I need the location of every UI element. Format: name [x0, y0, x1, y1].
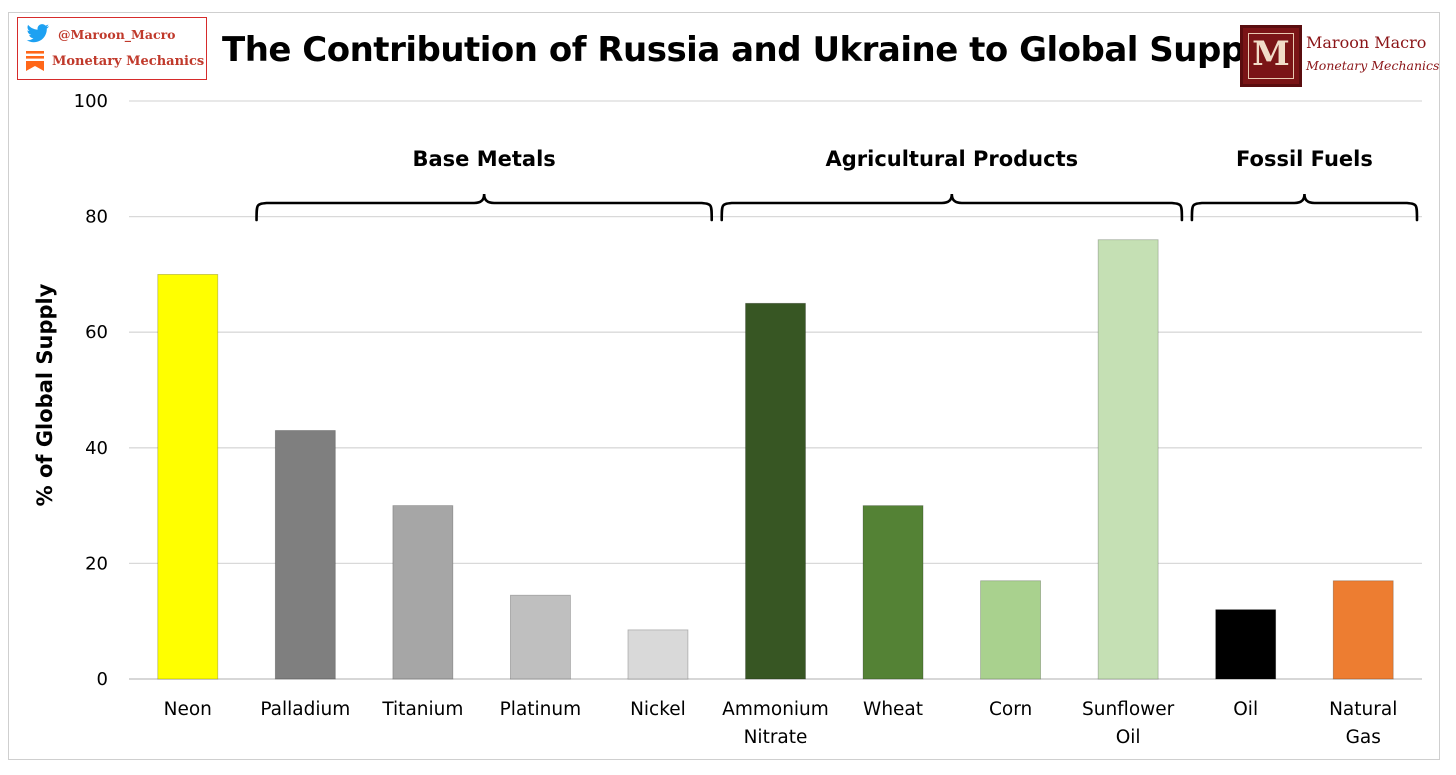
y-tick-label: 40 [85, 438, 108, 459]
bar-titanium [392, 505, 454, 680]
logo-name: Maroon Macro [1306, 33, 1427, 52]
bar-natural-gas [1332, 580, 1394, 680]
y-axis-label: % of Global Supply [33, 283, 57, 506]
bar-nickel [627, 629, 689, 680]
x-label-nickel: Nickel [630, 699, 686, 720]
twitter-row[interactable]: @Maroon_Macro [26, 24, 176, 44]
bar-ammonium-nitrate [745, 302, 806, 680]
twitter-bird-icon [26, 24, 50, 43]
group-label-base-metals: Base Metals [412, 147, 555, 171]
x-label-palladium: Palladium [260, 699, 350, 720]
logo-tagline: Monetary Mechanics [1306, 58, 1440, 73]
group-label-agricultural-products: Agricultural Products [826, 147, 1079, 171]
y-tick-label: 80 [85, 207, 108, 228]
bar-sunflower-oil [1097, 239, 1159, 680]
bar-palladium [274, 430, 336, 680]
y-tick-label: 60 [85, 322, 108, 343]
y-tick-label: 100 [74, 91, 108, 112]
x-label-wheat: Wheat [863, 699, 923, 720]
brace-base-metals [255, 193, 714, 222]
bar-corn [980, 580, 1041, 680]
y-tick-label: 0 [97, 669, 108, 690]
x-label-titanium: Titanium [381, 699, 463, 720]
x-label-neon: Neon [164, 699, 212, 720]
substack-icon [26, 51, 44, 71]
bar-wheat [862, 505, 924, 680]
bar-oil [1215, 609, 1277, 680]
bar-neon [157, 273, 219, 680]
x-label-corn: Corn [989, 699, 1032, 720]
twitter-handle: @Maroon_Macro [58, 26, 176, 42]
x-label-oil: Oil [1233, 699, 1258, 720]
y-tick-label: 20 [85, 553, 108, 574]
logo-mark-icon: M [1240, 25, 1302, 87]
x-label-ammonium-nitrate: Ammonium Nitrate [722, 699, 829, 748]
social-badge: @Maroon_Macro Monetary Mechanics [17, 17, 207, 80]
x-label-platinum: Platinum [500, 699, 582, 720]
x-label-natural-gas: Natural Gas [1329, 699, 1397, 748]
chart-title: The Contribution of Russia and Ukraine t… [222, 30, 1278, 70]
chart-frame [8, 12, 1440, 760]
bar-platinum [510, 594, 571, 680]
brace-fossil-fuels [1190, 193, 1419, 222]
group-label-fossil-fuels: Fossil Fuels [1236, 147, 1373, 171]
brace-agricultural-products [720, 193, 1184, 222]
substack-row[interactable]: Monetary Mechanics [26, 51, 204, 71]
x-label-sunflower-oil: Sunflower Oil [1082, 699, 1175, 748]
substack-name: Monetary Mechanics [52, 53, 205, 69]
maroon-macro-logo: M Maroon Macro Monetary Mechanics [1240, 25, 1440, 89]
